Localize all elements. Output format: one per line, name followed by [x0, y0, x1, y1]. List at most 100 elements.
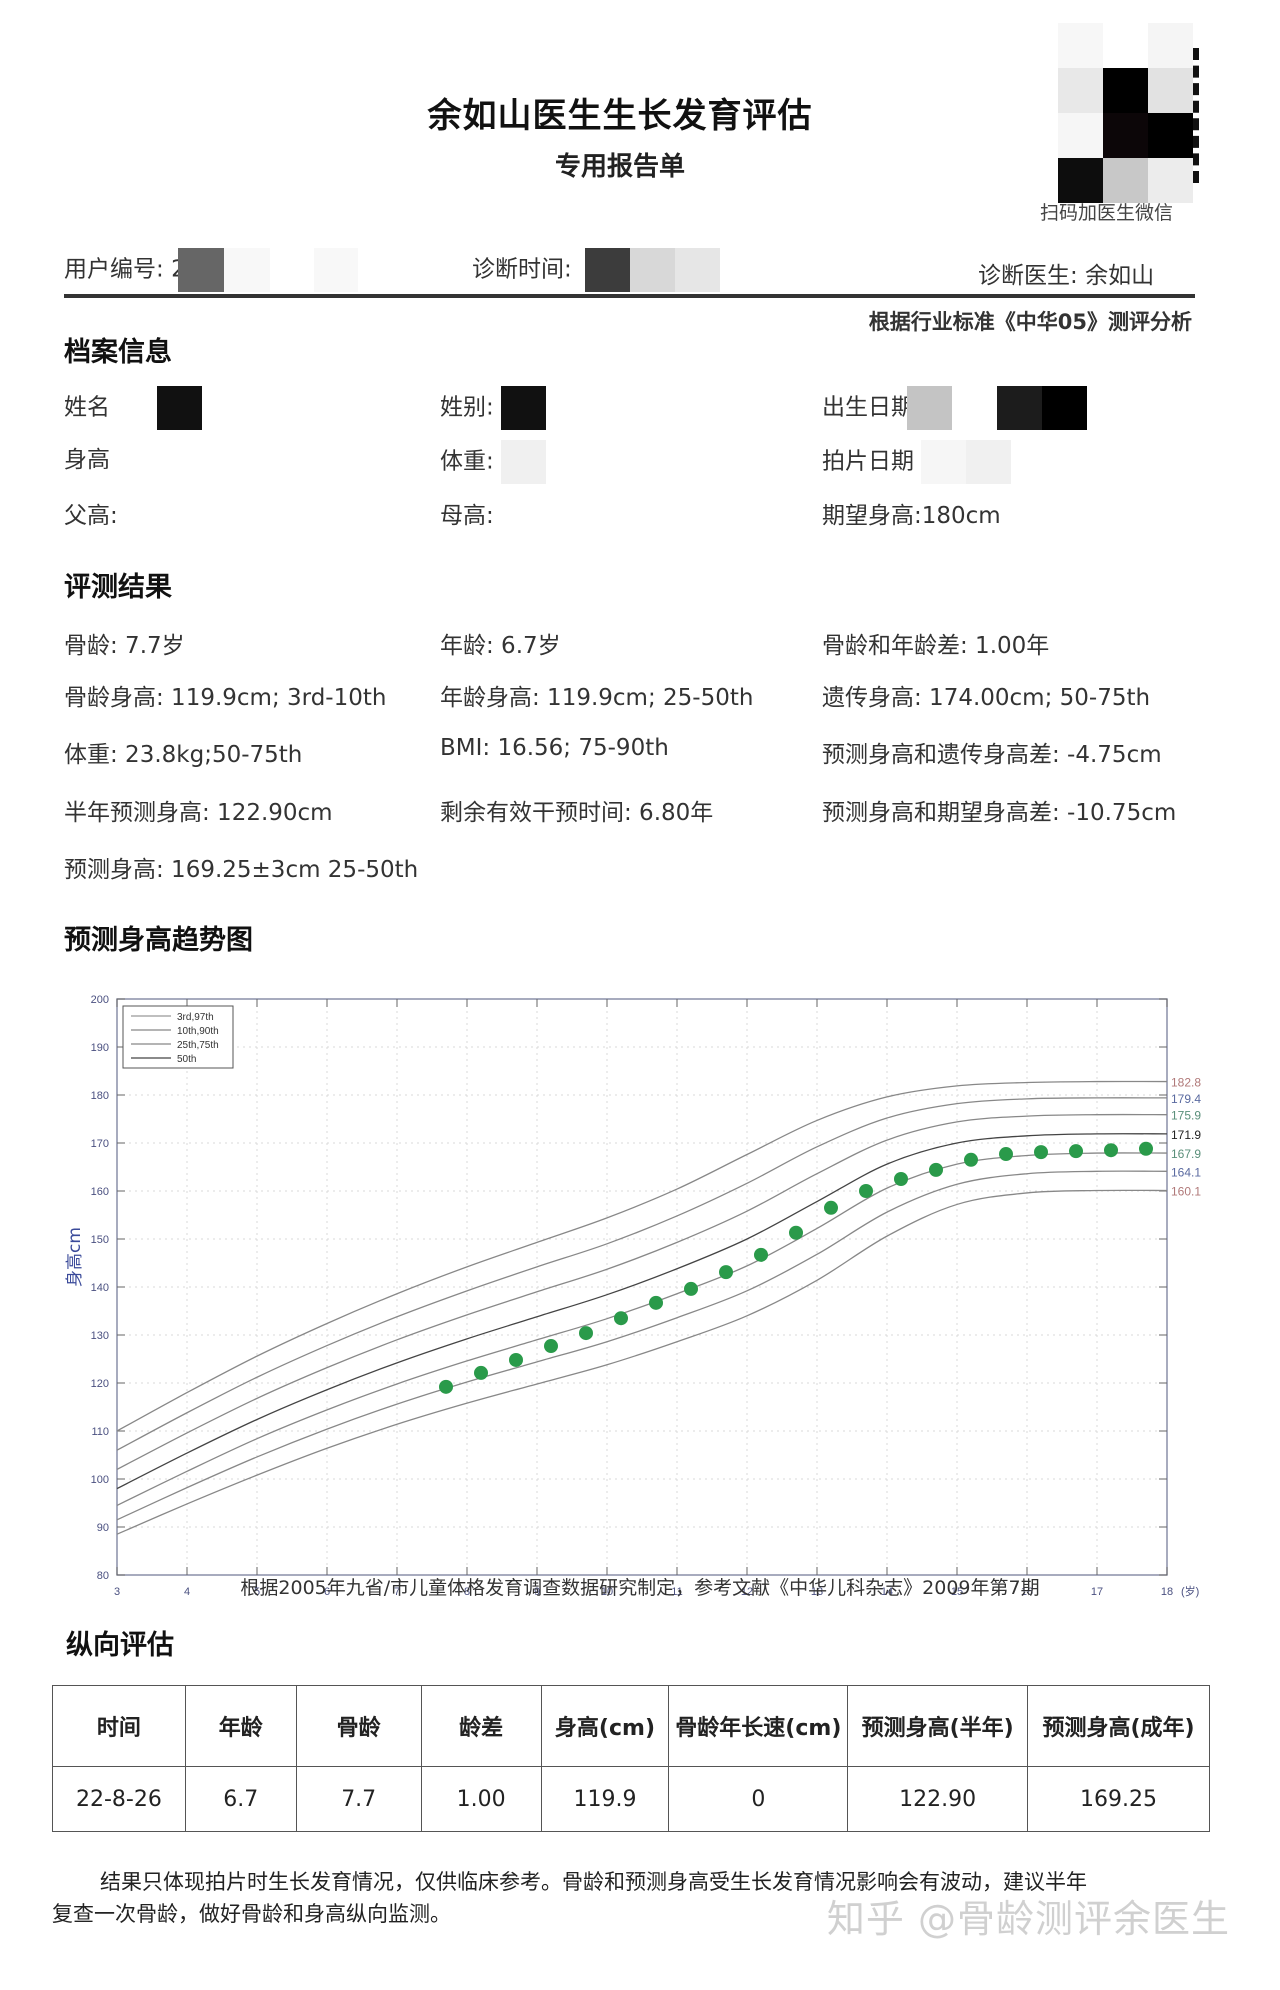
y-tick-label: 130 — [91, 1330, 109, 1342]
doctor-value: 余如山 — [1085, 263, 1155, 289]
table-cell: 119.9 — [540, 1766, 670, 1832]
x-tick-label: 7 — [394, 1586, 400, 1598]
column-header: 时间 — [52, 1685, 186, 1767]
profile-name: 姓名 — [64, 386, 203, 430]
x-tick-label: 11 — [671, 1586, 682, 1598]
redaction-block — [952, 386, 998, 430]
column-header: 身高(cm) — [540, 1685, 670, 1767]
redaction-block — [630, 248, 676, 292]
predicted-height-point — [719, 1265, 733, 1280]
name-label: 姓名 — [64, 394, 110, 421]
profile-height: 身高 — [64, 440, 110, 474]
section-title-longitudinal: 纵向评估 — [66, 1630, 174, 1661]
x-tick-label: 17 — [1091, 1586, 1103, 1598]
x-axis-unit: (岁) — [1181, 1584, 1199, 1598]
redaction-block — [501, 440, 547, 484]
percentile-curve-10th — [116, 1170, 1168, 1521]
predicted-height-point — [1034, 1145, 1048, 1160]
percentile-end-label: 160.1 — [1171, 1185, 1201, 1199]
percentile-curve-90th — [116, 1097, 1168, 1451]
qr-code[interactable] — [1058, 23, 1193, 203]
y-tick-label: 200 — [91, 994, 109, 1006]
predicted-height-point — [824, 1200, 838, 1215]
y-tick-label: 140 — [91, 1282, 109, 1294]
y-tick-label: 180 — [91, 1090, 109, 1102]
predicted-height-point — [439, 1379, 453, 1394]
predicted-height-point — [509, 1352, 523, 1367]
redaction-block — [313, 248, 358, 292]
table-cell: 0 — [668, 1766, 849, 1832]
predicted-height-point — [1069, 1144, 1083, 1159]
x-tick-label: 4 — [184, 1586, 190, 1598]
redaction-block — [675, 248, 721, 292]
x-tick-label: 16 — [1021, 1586, 1033, 1598]
predicted-height-point — [894, 1172, 908, 1186]
y-tick-label: 150 — [91, 1234, 109, 1246]
disclaimer-line-1: 结果只体现拍片时生长发育情况，仅供临床参考。骨龄和预测身高受生长发育情况影响会有… — [100, 1870, 1087, 1894]
xray-date-label: 拍片日期 — [822, 448, 914, 475]
result-cell: 预测身高和期望身高差: -10.75cm — [822, 800, 1177, 826]
result-cell: 预测身高和遗传身高差: -4.75cm — [822, 742, 1162, 768]
y-tick-label: 90 — [97, 1522, 109, 1534]
doctor: 诊断医生: 余如山 — [978, 256, 1154, 290]
section-title-results: 评测结果 — [64, 572, 172, 603]
chart-caption: 根据2005年九省/市儿童体格发育调查数据研究制定，参考文献《中华儿科杂志》20… — [240, 1577, 1040, 1599]
percentile-curve-3rd — [116, 1189, 1168, 1535]
x-tick-label: 5 — [254, 1586, 260, 1598]
result-cell: 骨龄和年龄差: 1.00年 — [822, 633, 1050, 659]
percentile-end-label: 179.4 — [1171, 1092, 1201, 1106]
height-label: 身高 — [64, 447, 110, 473]
predicted-height-point — [684, 1281, 698, 1296]
result-cell: 骨龄身高: 119.9cm; 3rd-10th — [64, 685, 387, 711]
section-title-trend: 预测身高趋势图 — [64, 925, 253, 956]
gender-label: 姓别: — [440, 394, 494, 421]
redaction-block — [501, 386, 547, 430]
predicted-height-point — [964, 1152, 978, 1167]
birth-label: 出生日期 — [822, 394, 914, 421]
legend-label: 25th,75th — [177, 1040, 219, 1051]
percentile-curve-50th — [116, 1133, 1168, 1490]
percentile-end-label: 175.9 — [1171, 1109, 1201, 1123]
standard-note: 根据行业标准《中华05》测评分析 — [868, 310, 1192, 334]
x-tick-label: 6 — [324, 1586, 330, 1598]
father-height-label: 父高: — [64, 503, 118, 529]
table-cell: 6.7 — [184, 1766, 297, 1832]
percentile-end-label: 164.1 — [1171, 1165, 1201, 1179]
y-tick-label: 100 — [91, 1474, 109, 1486]
percentile-end-label: 171.9 — [1171, 1128, 1201, 1142]
predicted-height-point — [544, 1339, 558, 1354]
redaction-block — [269, 248, 314, 292]
percentile-curve-25th — [116, 1152, 1168, 1506]
table-cell: 22-8-26 — [52, 1766, 186, 1832]
column-header: 骨龄年长速(cm) — [668, 1685, 849, 1767]
x-tick-label: 8 — [464, 1586, 470, 1598]
diagnosis-time-label: 诊断时间: — [472, 256, 572, 283]
table-header-row: 时间 年龄 骨龄 龄差 身高(cm) 骨龄年长速(cm) 预测身高(半年) 预测… — [52, 1685, 1210, 1767]
redaction-block — [997, 386, 1043, 430]
expected-height-label: 期望身高: — [822, 503, 922, 529]
result-cell: 体重: 23.8kg;50-75th — [64, 742, 303, 768]
redaction-block — [1042, 386, 1088, 430]
x-tick-label: 12 — [741, 1586, 753, 1598]
watermark: 知乎 @骨龄测评余医生 — [826, 1897, 1230, 1941]
report-subtitle: 专用报告单 — [554, 152, 685, 182]
disclaimer-line-2: 复查一次骨龄，做好骨龄和身高纵向监测。 — [52, 1902, 451, 1926]
redaction-block — [966, 440, 1012, 484]
profile-gender: 姓别: — [440, 386, 547, 430]
y-tick-label: 80 — [97, 1570, 109, 1582]
legend-label: 10th,90th — [177, 1026, 219, 1037]
section-title-profile: 档案信息 — [64, 337, 172, 368]
result-cell: BMI: 16.56; 75-90th — [440, 735, 669, 761]
x-tick-label: 13 — [811, 1586, 823, 1598]
predicted-height-point — [649, 1295, 663, 1310]
predicted-height-point — [929, 1162, 943, 1177]
result-cell: 预测身高: 169.25±3cm 25-50th — [64, 857, 419, 883]
percentile-curve-75th — [116, 1113, 1168, 1470]
predicted-height-point — [614, 1311, 628, 1326]
predicted-height-point — [579, 1326, 593, 1341]
column-header: 骨龄 — [295, 1685, 422, 1767]
qr-caption: 扫码加医生微信 — [1040, 202, 1174, 224]
predicted-height-point — [789, 1225, 803, 1240]
percentile-end-label: 182.8 — [1171, 1076, 1201, 1090]
predicted-height-point — [859, 1184, 873, 1198]
